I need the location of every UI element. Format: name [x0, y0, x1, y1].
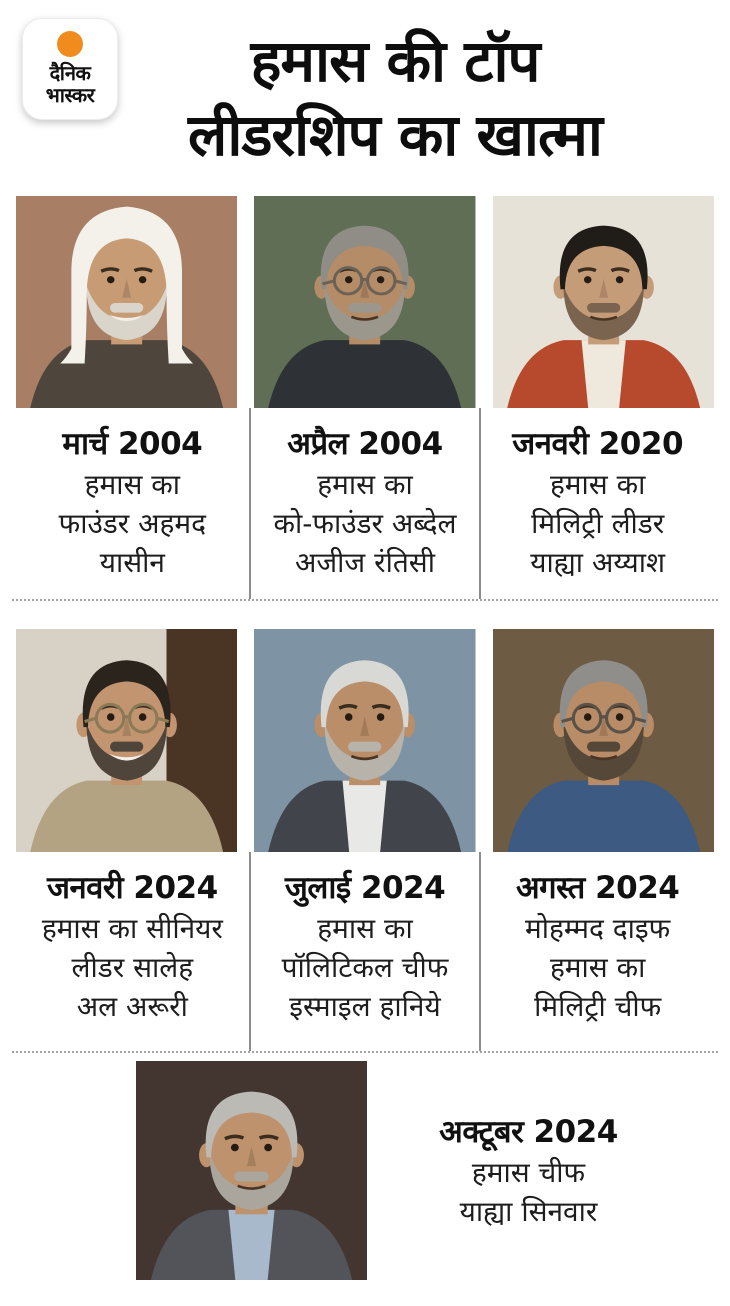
caption-line: इस्माइल हानिये: [289, 990, 441, 1023]
caption-line: हमास का: [317, 468, 413, 501]
caption-row-2: जनवरी 2024 हमास का सीनियर लीडर सालेह अल …: [0, 852, 730, 1051]
logo-text-line1: दैनिक: [49, 61, 91, 85]
dotted-divider-1: [12, 599, 718, 601]
bottom-row: अक्टूबर 2024 हमास चीफ याह्या सिनवार: [0, 1061, 730, 1280]
photo-abdel-aziz-rantisi: [254, 196, 476, 408]
photo-row-2: [0, 629, 730, 852]
photo-ahmed-yassin: [16, 196, 238, 408]
caption-row-1: मार्च 2004 हमास का फाउंडर अहमद यासीन अप्…: [0, 408, 730, 599]
caption-line: याह्या अय्याश: [530, 546, 666, 579]
caption-date: मार्च 2004: [62, 426, 203, 462]
caption-line: मिलिट्री चीफ: [534, 990, 662, 1023]
caption-line: हमास चीफ: [471, 1155, 586, 1189]
title-line-1: हमास की टॉप: [250, 27, 541, 95]
caption-ahmed-yassin: मार्च 2004 हमास का फाउंडर अहमद यासीन: [16, 408, 249, 599]
dainik-bhaskar-logo: दैनिक भास्कर: [22, 18, 118, 120]
caption-line: हमास का: [84, 468, 181, 501]
caption-line: लीडर सालेह: [71, 951, 194, 984]
caption-line: अल अरूरी: [76, 990, 188, 1023]
header: दैनिक भास्कर हमास की टॉप लीडरशिप का खात्…: [0, 0, 730, 196]
photo-yahya-sinwar: [136, 1061, 367, 1280]
dotted-divider-2: [12, 1051, 718, 1053]
caption-mohammed-deif: अगस्त 2024 मोहम्मद दाइफ हमास का मिलिट्री…: [481, 852, 714, 1051]
caption-line: हमास का सीनियर: [41, 912, 223, 945]
title-line-2: लीडरशिप का खात्मा: [188, 101, 603, 169]
caption-date: जुलाई 2024: [284, 870, 446, 906]
caption-date: अगस्त 2024: [515, 870, 680, 906]
caption-line: को-फाउंडर अब्देल: [273, 507, 457, 540]
photo-ismail-haniyeh: [254, 629, 476, 852]
caption-saleh-al-arouri: जनवरी 2024 हमास का सीनियर लीडर सालेह अल …: [16, 852, 249, 1051]
caption-ismail-haniyeh: जुलाई 2024 हमास का पॉलिटिकल चीफ इस्माइल …: [248, 852, 482, 1051]
caption-yahya-ayyash: जनवरी 2020 हमास का मिलिट्री लीडर याह्या …: [481, 408, 714, 599]
caption-line: हमास का: [549, 468, 646, 501]
page-title: हमास की टॉप लीडरशिप का खात्मा: [0, 0, 730, 172]
caption-date: जनवरी 2020: [512, 426, 684, 462]
photo-mohammed-deif: [492, 629, 714, 852]
caption-line: हमास का: [549, 951, 646, 984]
caption-yahya-sinwar: अक्टूबर 2024 हमास चीफ याह्या सिनवार: [367, 1061, 730, 1280]
caption-line: मोहम्मद दाइफ: [525, 912, 671, 945]
photo-yahya-ayyash: [492, 196, 714, 408]
caption-line: अजीज रंतिसी: [295, 546, 435, 579]
caption-line: मिलिट्री लीडर: [531, 507, 665, 540]
caption-line: याह्या सिनवार: [459, 1194, 598, 1228]
caption-line: फाउंडर अहमद: [58, 507, 207, 540]
logo-sun-icon: [57, 31, 83, 57]
caption-date: जनवरी 2024: [46, 870, 218, 906]
logo-text-line2: भास्कर: [45, 83, 95, 107]
caption-date: अप्रैल 2004: [287, 426, 443, 462]
caption-line: हमास का: [317, 912, 413, 945]
caption-abdel-aziz-rantisi: अप्रैल 2004 हमास का को-फाउंडर अब्देल अजी…: [248, 408, 482, 599]
caption-date: अक्टूबर 2024: [439, 1113, 618, 1150]
photo-row-1: [0, 196, 730, 408]
photo-saleh-al-arouri: [16, 629, 238, 852]
caption-line: यासीन: [99, 546, 165, 579]
caption-line: पॉलिटिकल चीफ: [281, 951, 449, 984]
